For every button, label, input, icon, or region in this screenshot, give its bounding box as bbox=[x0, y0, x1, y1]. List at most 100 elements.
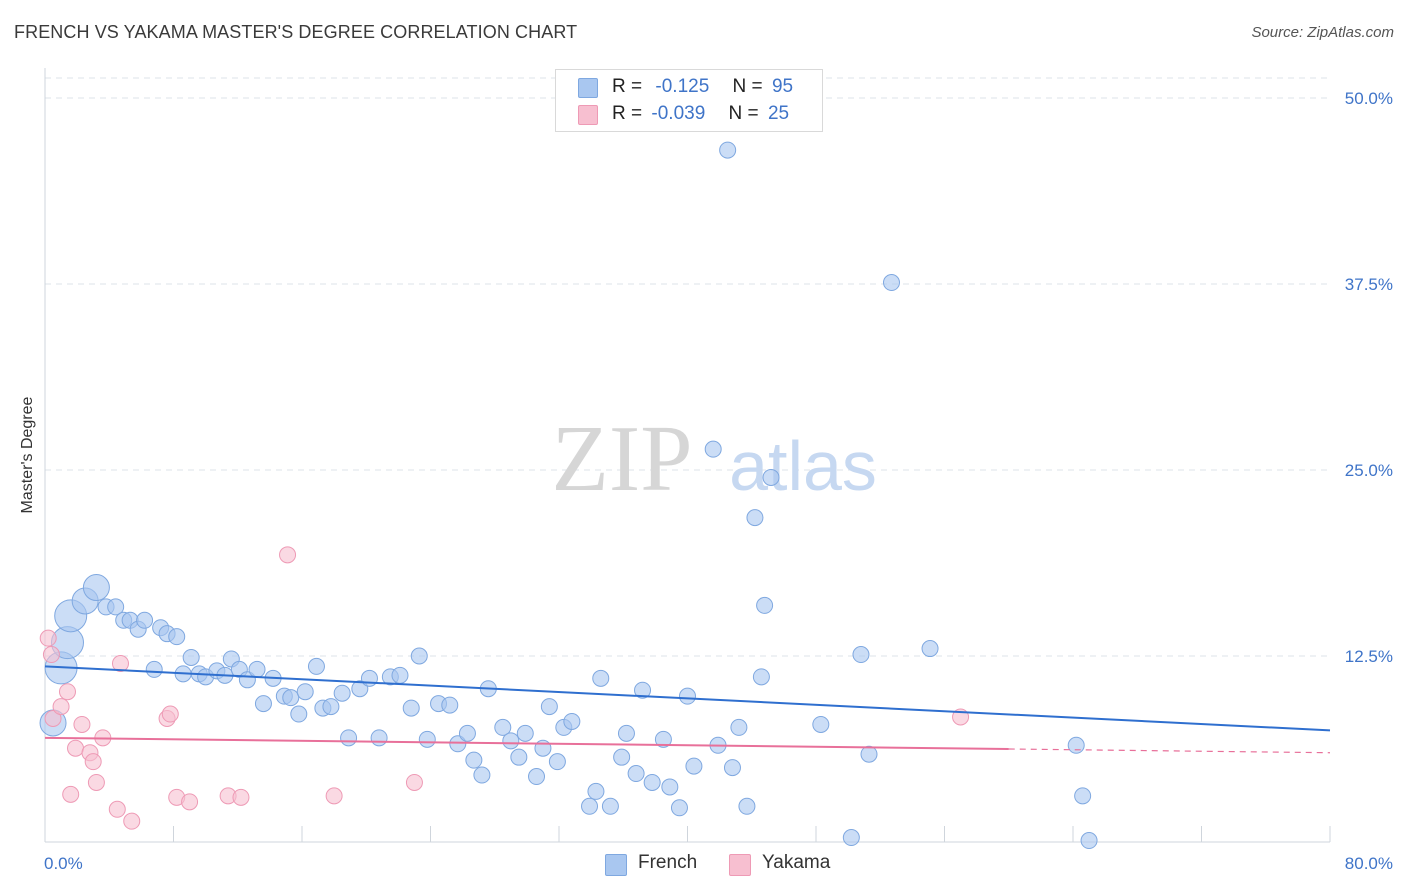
y-tick-label: 37.5% bbox=[1345, 275, 1393, 294]
french-point bbox=[762, 468, 780, 486]
french-point bbox=[322, 698, 340, 716]
y-tick-label: 25.0% bbox=[1345, 461, 1393, 480]
yakama-point bbox=[87, 773, 105, 791]
french-point bbox=[661, 778, 679, 796]
x-tick-label: 0.0% bbox=[44, 854, 83, 873]
french-point bbox=[548, 753, 566, 771]
yakama-point bbox=[279, 546, 297, 564]
french-point bbox=[627, 765, 645, 783]
yakama-point bbox=[161, 705, 179, 723]
french-point bbox=[290, 705, 308, 723]
french-trend-line bbox=[44, 665, 1331, 732]
french-point bbox=[812, 715, 830, 733]
grid bbox=[45, 77, 1330, 657]
yakama-trend-extension bbox=[1008, 748, 1331, 754]
french-point bbox=[746, 509, 764, 527]
watermark-atlas: atlas bbox=[729, 427, 877, 505]
watermark-zip: ZIP bbox=[552, 407, 693, 511]
r-value: -0.039 bbox=[651, 103, 706, 124]
yakama-point bbox=[84, 753, 102, 771]
french-point bbox=[882, 274, 900, 292]
french-point bbox=[581, 797, 599, 815]
french-point bbox=[254, 695, 272, 713]
french-point bbox=[340, 729, 358, 747]
yakama-point bbox=[232, 788, 250, 806]
yakama-trend-line bbox=[44, 736, 1009, 750]
yakama-point bbox=[52, 698, 70, 716]
french-point bbox=[587, 782, 605, 800]
french-point bbox=[182, 648, 200, 666]
french-point bbox=[704, 440, 722, 458]
n-label: N = bbox=[728, 103, 759, 124]
n-value: 25 bbox=[767, 103, 790, 124]
french-point bbox=[370, 729, 388, 747]
yakama-point bbox=[44, 709, 62, 727]
french-point bbox=[921, 640, 939, 658]
french-point bbox=[402, 699, 420, 717]
correlation-legend: R = -0.125 N = 95 R = -0.039 N = 25 bbox=[555, 69, 823, 132]
french-point bbox=[1067, 736, 1085, 754]
french-point bbox=[738, 797, 756, 815]
french-point bbox=[282, 689, 300, 707]
french-point bbox=[852, 646, 870, 664]
french-point bbox=[248, 660, 266, 678]
french-swatch bbox=[605, 854, 627, 876]
french-point bbox=[719, 141, 737, 159]
yakama-point bbox=[39, 629, 57, 647]
french-point bbox=[145, 660, 163, 678]
french-point bbox=[449, 735, 467, 753]
yakama-point bbox=[325, 787, 343, 805]
french-point bbox=[617, 724, 635, 742]
french-point bbox=[502, 732, 520, 750]
french-point bbox=[563, 712, 581, 730]
n-value: 95 bbox=[771, 76, 794, 97]
yakama-point bbox=[111, 654, 129, 672]
french-point bbox=[1074, 787, 1092, 805]
french-point bbox=[670, 799, 688, 817]
r-label: R = bbox=[612, 76, 643, 97]
french-point bbox=[494, 718, 512, 736]
tick-labels: 12.5% 25.0% 37.5% 50.0% 0.0% 80.0% bbox=[44, 89, 1393, 873]
french-point bbox=[418, 730, 436, 748]
yakama-point bbox=[42, 646, 60, 664]
french-points bbox=[39, 141, 1098, 850]
source-credit: Source: ZipAtlas.com bbox=[1251, 24, 1394, 41]
french-point bbox=[410, 647, 428, 665]
french-point bbox=[634, 681, 652, 699]
yakama-swatch bbox=[578, 105, 598, 125]
french-point bbox=[592, 669, 610, 687]
french-point bbox=[730, 718, 748, 736]
french-point bbox=[685, 757, 703, 775]
data-points bbox=[39, 141, 1098, 850]
french-point bbox=[643, 773, 661, 791]
yakama-swatch bbox=[729, 854, 751, 876]
yakama-point bbox=[108, 800, 126, 818]
yakama-point bbox=[67, 739, 85, 757]
french-point bbox=[601, 797, 619, 815]
french-point bbox=[360, 669, 378, 687]
yakama-point bbox=[405, 773, 423, 791]
watermark: ZIP atlas bbox=[552, 407, 877, 511]
french-point bbox=[860, 745, 878, 763]
french-point bbox=[1080, 832, 1098, 850]
french-point bbox=[723, 759, 741, 777]
french-point bbox=[465, 751, 483, 769]
legend-label: Yakama bbox=[762, 852, 831, 873]
chart-title: FRENCH VS YAKAMA MASTER'S DEGREE CORRELA… bbox=[14, 22, 578, 42]
yakama-points bbox=[39, 546, 970, 830]
legend-label: French bbox=[638, 852, 698, 873]
x-tick-label: 80.0% bbox=[1345, 854, 1393, 873]
french-point bbox=[516, 724, 534, 742]
n-label: N = bbox=[732, 76, 763, 97]
french-point bbox=[458, 724, 476, 742]
french-point bbox=[391, 666, 409, 684]
yakama-point bbox=[181, 793, 199, 811]
french-point bbox=[540, 698, 558, 716]
yakama-point bbox=[58, 683, 76, 701]
r-label: R = bbox=[612, 103, 643, 124]
yakama-point bbox=[62, 785, 80, 803]
legend-row-text: R = -0.039 N = 25 bbox=[612, 103, 789, 125]
french-point bbox=[528, 768, 546, 786]
yakama-point bbox=[123, 812, 141, 830]
